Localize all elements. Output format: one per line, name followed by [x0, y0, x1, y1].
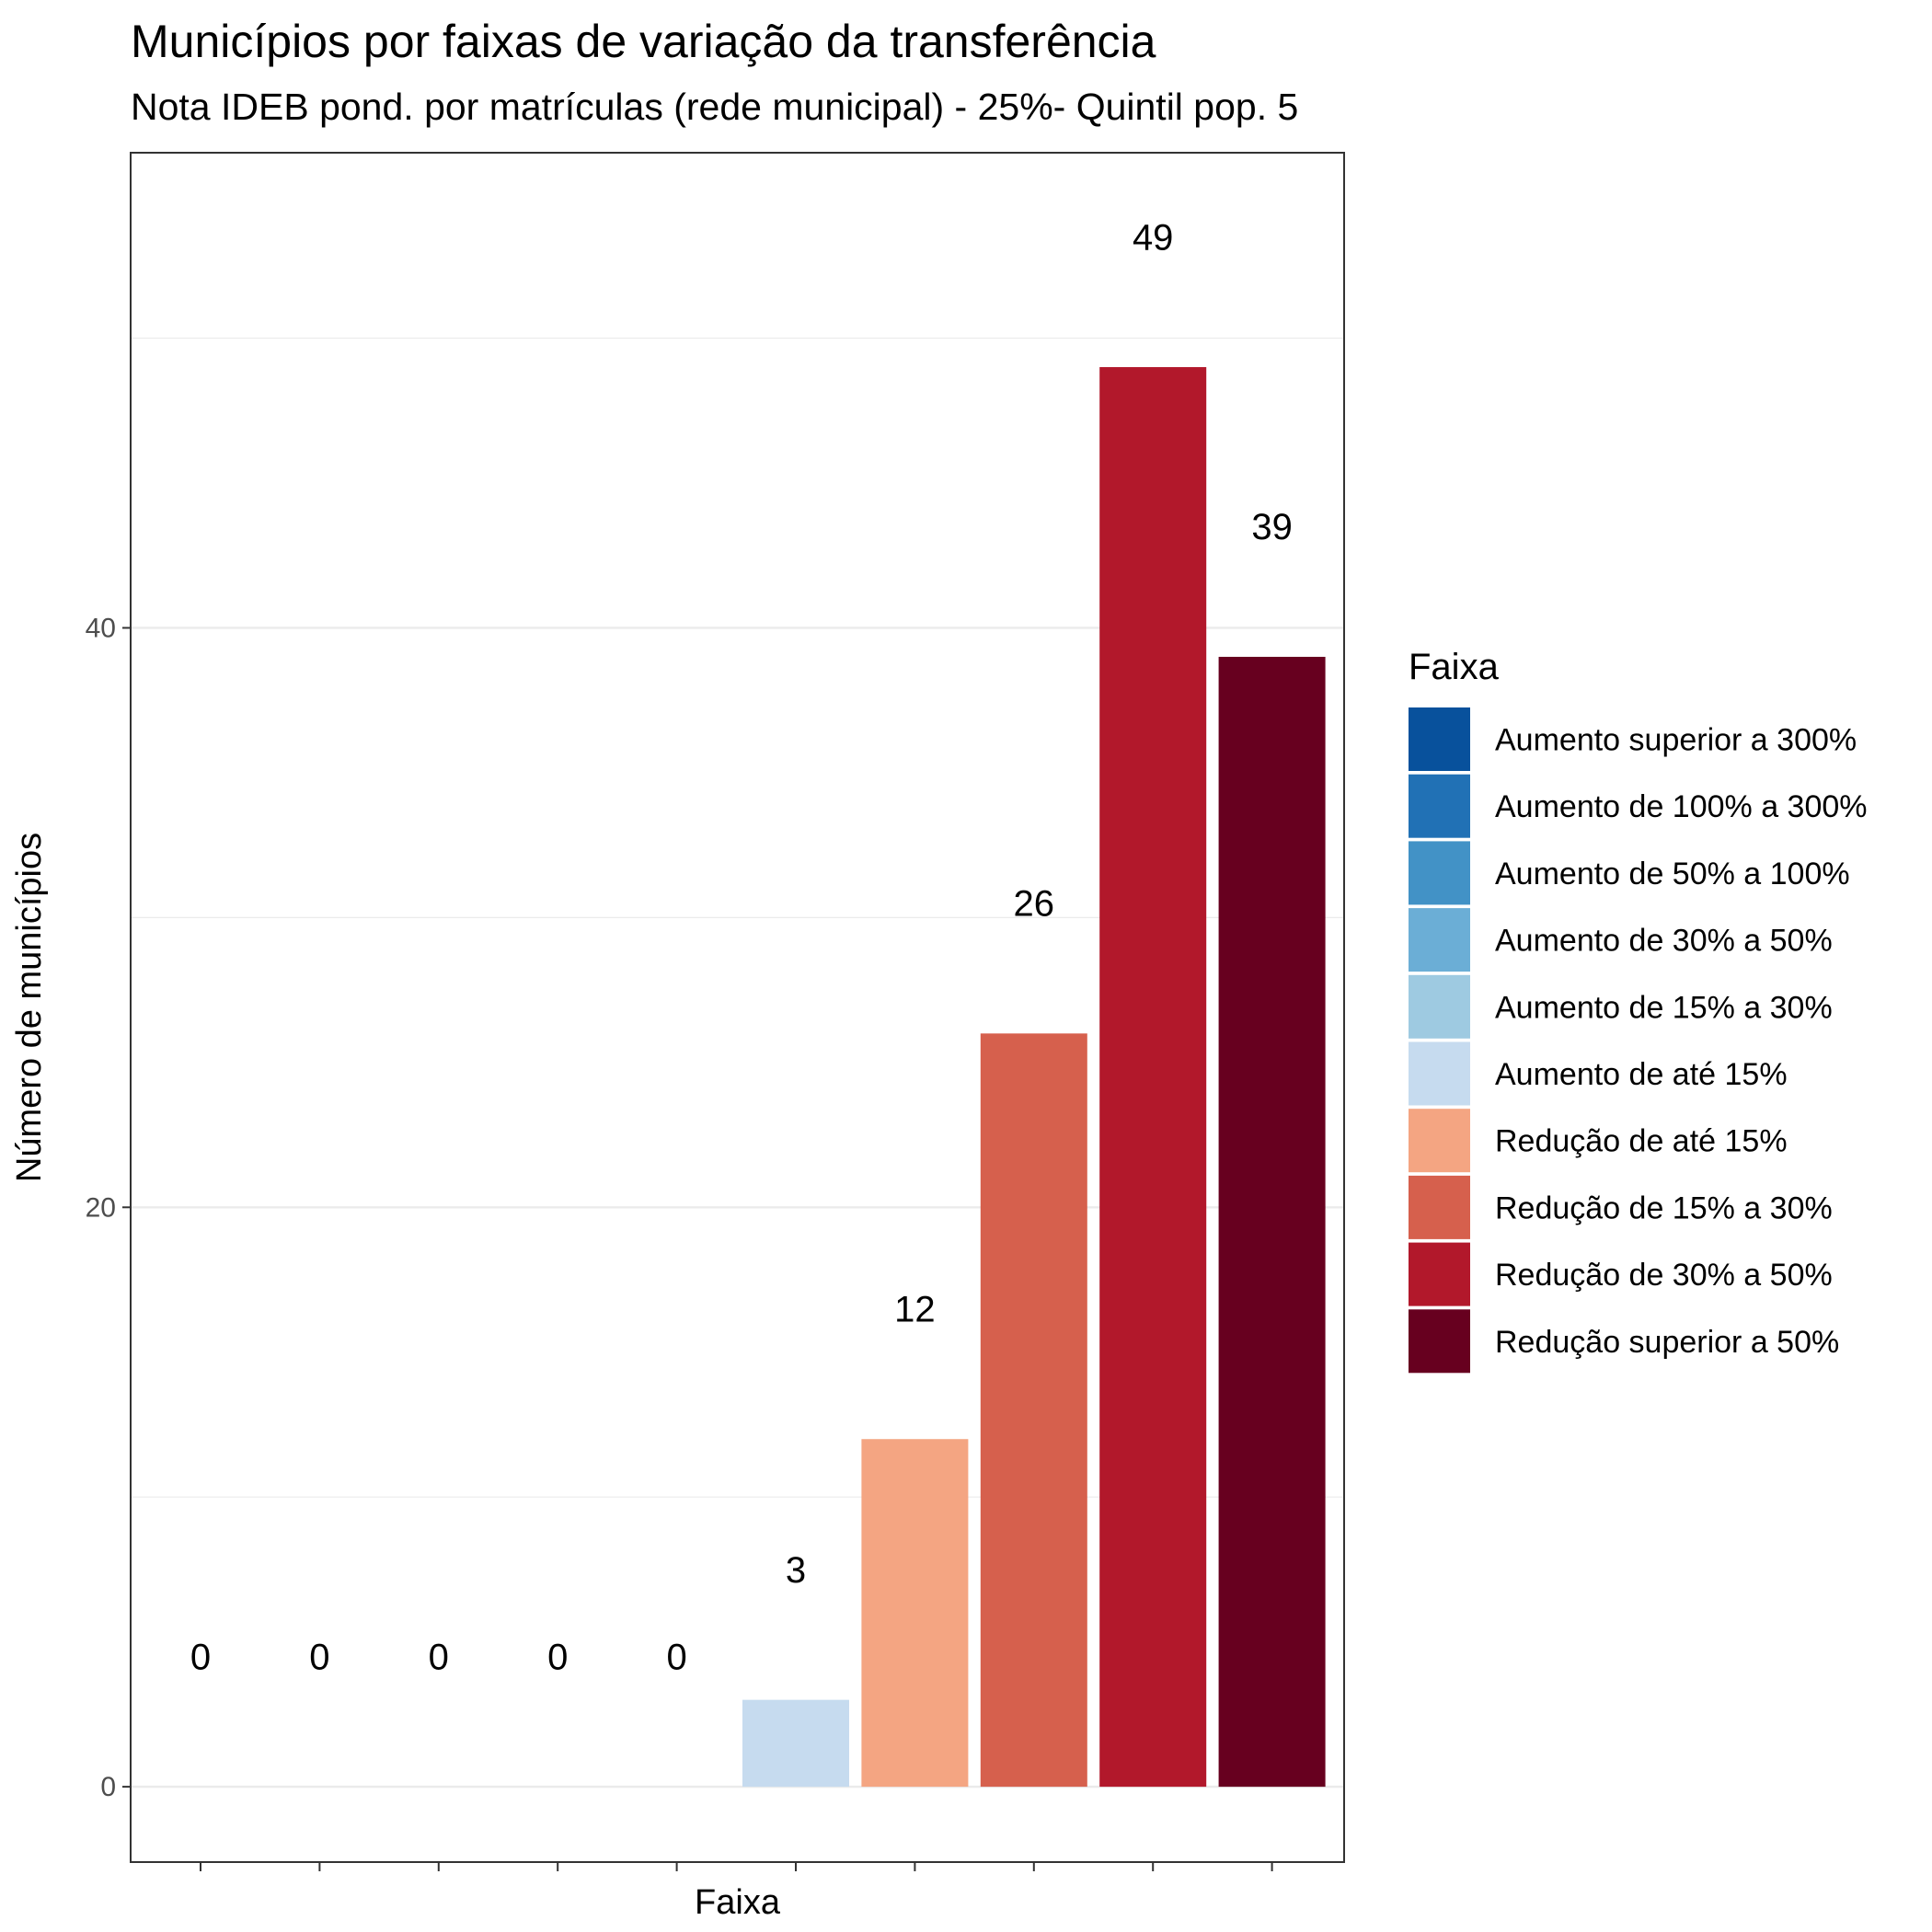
- legend-label: Redução superior a 50%: [1495, 1325, 1839, 1360]
- legend-key: [1409, 1109, 1470, 1173]
- legend-title: Faixa: [1409, 647, 1500, 687]
- data-label: 0: [309, 1637, 329, 1677]
- y-tick-label: 0: [100, 1772, 116, 1802]
- legend-key: [1409, 707, 1470, 771]
- legend-key: [1409, 841, 1470, 905]
- x-axis-title: Faixa: [695, 1883, 781, 1922]
- legend-key: [1409, 1309, 1470, 1374]
- legend-label: Aumento de 100% a 300%: [1495, 789, 1868, 824]
- data-label: 49: [1133, 217, 1174, 258]
- y-axis-title: Número de municípios: [10, 833, 49, 1182]
- legend-key: [1409, 774, 1470, 838]
- data-label: 26: [1014, 884, 1055, 925]
- data-labels: 0 0 0 0 0 3 12 26 49 39: [190, 217, 1293, 1677]
- data-label: 12: [894, 1290, 936, 1330]
- legend-label: Aumento de 15% a 30%: [1495, 990, 1833, 1025]
- y-axis: 0 20 40: [86, 613, 131, 1802]
- legend-label: Aumento de 30% a 50%: [1495, 924, 1833, 959]
- legend-key: [1409, 1041, 1470, 1106]
- legend-key: [1409, 1242, 1470, 1306]
- legend-label: Redução de 15% a 30%: [1495, 1190, 1833, 1225]
- legend-label: Redução de 30% a 50%: [1495, 1258, 1833, 1293]
- plot-panel-border: [130, 152, 1345, 1863]
- legend-key: [1409, 908, 1470, 972]
- legend-label: Aumento superior a 300%: [1495, 723, 1857, 758]
- bar: [861, 1439, 969, 1788]
- chart-title: Municípios por faixas de variação da tra…: [131, 16, 1156, 67]
- y-tick-label: 20: [86, 1192, 116, 1223]
- x-axis: [200, 1862, 1273, 1871]
- data-label: 0: [429, 1637, 449, 1677]
- bars: [742, 367, 1326, 1788]
- data-label: 3: [786, 1550, 806, 1591]
- legend-label: Aumento de até 15%: [1495, 1057, 1788, 1092]
- legend-key: [1409, 974, 1470, 1039]
- bar: [742, 1699, 849, 1788]
- legend-label: Redução de até 15%: [1495, 1124, 1788, 1159]
- legend-key: [1409, 1175, 1470, 1239]
- bar: [980, 1033, 1087, 1788]
- chart-subtitle: Nota IDEB pond. por matrículas (rede mun…: [131, 86, 1298, 128]
- data-label: 0: [666, 1637, 686, 1677]
- data-label: 0: [190, 1637, 211, 1677]
- data-label: 39: [1251, 507, 1293, 547]
- y-tick-label: 40: [86, 613, 116, 643]
- bar: [1099, 367, 1207, 1788]
- legend-label: Aumento de 50% a 100%: [1495, 857, 1850, 891]
- bar: [1218, 656, 1326, 1788]
- data-label: 0: [547, 1637, 568, 1677]
- legend: Faixa Aumento superior a 300% Aumento de …: [1409, 647, 1868, 1374]
